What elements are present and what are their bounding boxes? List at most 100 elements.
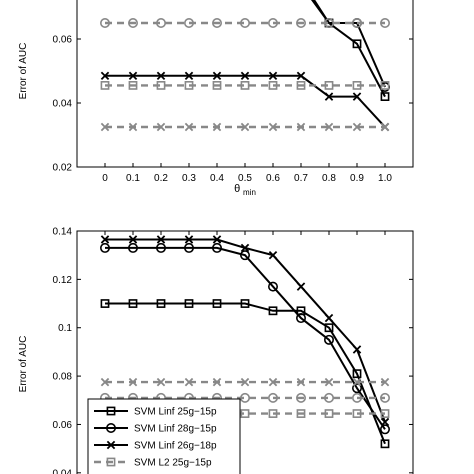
top-chart-panel: 0.020.040.060.08 00.10.20.30.40.50.60.70… [18,0,414,197]
legend: SVM Linf 25g−15p SVM Linf 28g−15p SVM Linf… [87,398,241,474]
data-point [352,369,362,379]
data-point [156,122,166,132]
y-tick-label: 0.06 [53,420,73,431]
data-point [268,377,278,387]
data-point [323,334,334,345]
data-point [100,299,110,308]
series-3 [100,235,390,427]
data-point [380,417,390,427]
data-point [267,281,278,292]
data-point [352,39,362,49]
series-line [310,0,386,88]
data-point [296,377,306,387]
data-point [379,424,390,435]
legend-label: SVM Linf 26g−18p [134,441,217,452]
bottom-y-axis: 0.04 0.06 0.08 0.1 0.12 0.14 [53,227,413,474]
data-point [296,409,306,418]
data-point [324,81,334,90]
series-line [105,246,386,430]
legend-marker [106,457,116,467]
data-point [268,71,278,81]
data-point [268,81,278,90]
data-point [156,235,166,244]
data-point [352,81,362,90]
data-point [128,71,138,81]
data-point [100,81,110,90]
x-tick-label: 0.1 [126,173,140,184]
data-point [212,235,222,244]
data-point [100,122,110,132]
data-point [128,17,139,28]
data-point [184,71,194,81]
data-point [184,122,194,132]
data-point [156,377,166,387]
series-clip-group [100,0,390,132]
data-point [268,409,278,418]
bottom-series-group [100,231,390,449]
x-tick-label: 0.2 [154,173,168,184]
data-point [156,71,166,81]
data-point [351,17,362,28]
data-point [212,299,222,308]
data-point [100,235,110,244]
data-point [380,81,390,90]
legend-entry: SVM Linf 25g−15p [94,407,217,418]
data-point [295,313,306,324]
data-point [128,299,138,308]
x-tick-label: 0.7 [294,173,308,184]
data-point [352,345,362,354]
data-point [156,17,167,28]
series-2 [310,0,390,93]
data-point [240,250,251,261]
data-point [296,282,306,291]
legend-marker [106,440,116,450]
data-point [156,299,166,308]
data-point [380,92,390,101]
data-point [240,377,250,387]
top-y-axis: 0.020.040.060.08 [53,35,413,174]
y-tick-label: 0.1 [58,323,72,334]
legend-entry: SVM L2 25g−15p [94,458,212,469]
series-4 [100,81,390,90]
data-point [212,122,222,132]
data-point [267,392,278,403]
top-x-axis: 0 0.1 0.2 0.3 0.4 0.5 0.6 0.7 0.8 0.9 1.0 [102,163,392,184]
series-clip-group [100,235,390,449]
data-point [128,235,138,244]
data-point [184,377,194,387]
top-x-axis-label: θ min [234,183,256,197]
y-tick-label: 0.02 [53,163,73,174]
y-tick-label: 0.14 [53,227,73,238]
data-point [212,377,222,387]
top-x-axis-label-symbol: θ [234,183,240,195]
data-point [212,242,223,253]
data-point [295,392,306,403]
series-3 [100,71,390,132]
bottom-y-axis-label: Error of AUC [18,336,29,393]
data-point [128,242,139,253]
series-line [105,238,386,423]
data-point [128,81,138,90]
data-point [240,409,250,418]
series-6 [100,122,390,132]
data-point [240,299,250,308]
top-plot-frame [76,0,414,168]
legend-entry: SVM Linf 28g−15p [94,422,217,435]
series-line [105,74,386,128]
data-point [240,17,251,28]
data-point [380,409,390,418]
data-point [184,17,195,28]
y-tick-label: 0.12 [53,275,73,286]
series-6 [100,377,390,387]
data-point [324,377,334,387]
y-tick-label: 0.04 [53,99,73,110]
data-point [184,299,194,308]
data-point [240,392,251,403]
data-point [296,81,306,90]
data-point [379,17,390,28]
data-point [324,323,334,333]
x-tick-label: 0.5 [238,173,252,184]
y-tick-label: 0.04 [53,468,73,474]
top-series-group [100,0,390,132]
series-2 [100,242,390,435]
